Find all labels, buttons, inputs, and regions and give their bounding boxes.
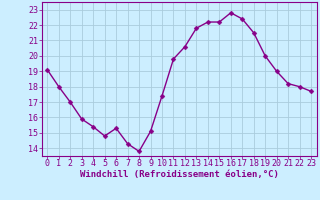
X-axis label: Windchill (Refroidissement éolien,°C): Windchill (Refroidissement éolien,°C) bbox=[80, 170, 279, 179]
